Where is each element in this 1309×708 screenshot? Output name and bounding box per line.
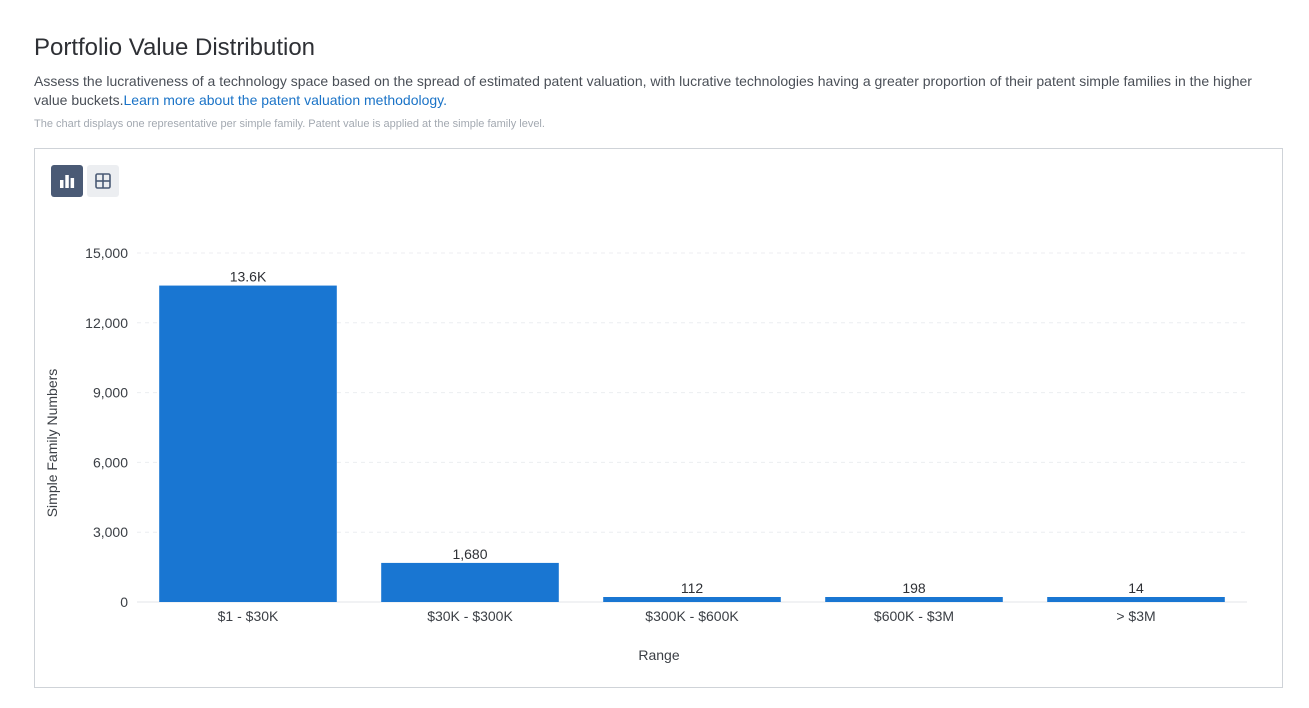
x-tick-label: $1 - $30K [218,608,279,624]
bar[interactable] [603,597,781,602]
bar[interactable] [381,563,559,602]
y-axis-title: Simple Family Numbers [44,369,60,518]
chart-panel: 03,0006,0009,00012,00015,000 13.6K1,6801… [34,148,1283,688]
x-axis: $1 - $30K $30K - $300K $300K - $600K $600K … [218,608,1156,624]
page-title: Portfolio Value Distribution [34,34,315,62]
bars [159,286,1225,602]
y-tick-label: 15,000 [85,245,128,261]
y-tick-label: 9,000 [93,385,128,401]
x-tick-label: $300K - $600K [645,608,739,624]
page-description: Assess the lucrativeness of a technology… [34,72,1274,110]
bar-data-label: 14 [1128,580,1144,596]
x-axis-title: Range [638,647,679,663]
y-axis: 0 3,000 6,000 9,000 12,000 15,000 [85,245,128,610]
data-labels: 13.6K 1,680 112 198 14 [230,269,1144,596]
x-tick-label: > $3M [1116,608,1155,624]
bar[interactable] [159,286,337,602]
learn-more-link[interactable]: Learn more about the patent valuation me… [124,92,448,108]
bar-data-label: 198 [902,580,926,596]
y-tick-label: 6,000 [93,454,128,470]
bar-data-label: 1,680 [452,546,487,562]
y-tick-label: 0 [120,594,128,610]
chart-note: The chart displays one representative pe… [34,118,545,130]
x-tick-label: $600K - $3M [874,608,954,624]
bar-data-label: 13.6K [230,269,267,285]
y-tick-label: 3,000 [93,524,128,540]
bar[interactable] [1047,597,1225,602]
bar-data-label: 112 [681,580,704,596]
y-tick-label: 12,000 [85,315,128,331]
bar-chart: 03,0006,0009,00012,00015,000 13.6K1,6801… [35,149,1282,687]
bar[interactable] [825,597,1003,602]
x-tick-label: $30K - $300K [427,608,513,624]
